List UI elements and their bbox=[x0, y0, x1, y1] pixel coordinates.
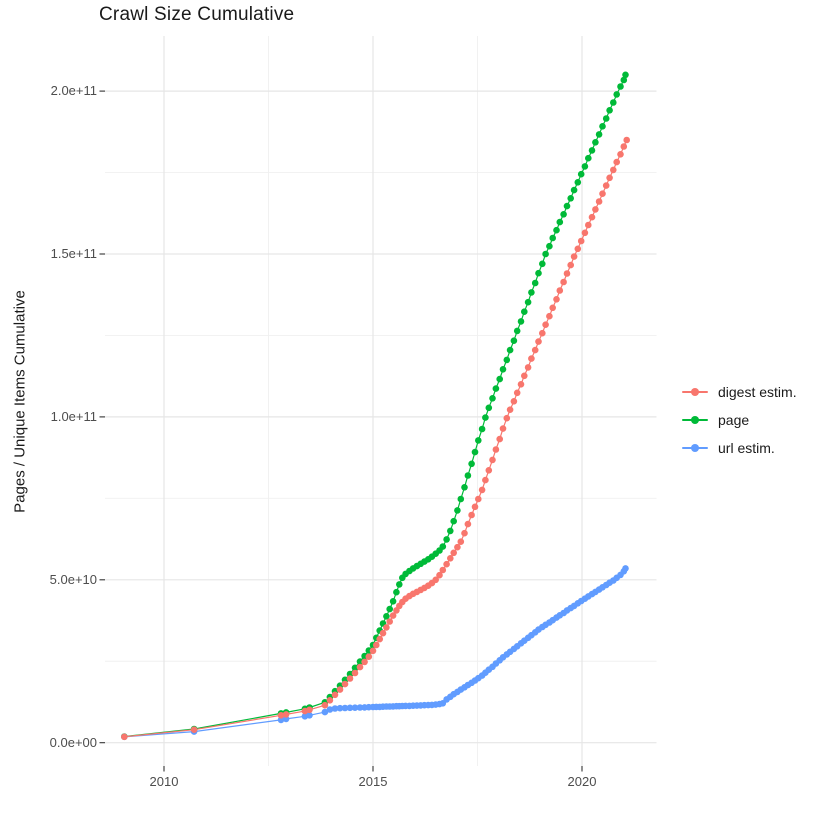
legend-key-icon bbox=[680, 385, 710, 399]
legend-label: url estim. bbox=[718, 440, 775, 456]
y-tick-label: 2.0e+11 bbox=[50, 83, 97, 99]
y-tick-label: 0.0e+00 bbox=[49, 734, 97, 750]
legend-entry-digest: digest estim. bbox=[680, 378, 797, 406]
legend-key-icon bbox=[680, 441, 710, 455]
y-tick-label: 5.0e+10 bbox=[49, 571, 97, 587]
y-tick-label: 1.0e+11 bbox=[50, 408, 97, 424]
x-tick-label: 2015 bbox=[358, 774, 388, 789]
legend-label: digest estim. bbox=[718, 384, 797, 400]
series-points-digest-estim- bbox=[121, 136, 630, 741]
x-tick-label: 2020 bbox=[567, 774, 597, 789]
grid-minor bbox=[105, 36, 657, 766]
chart-title: Crawl Size Cumulative bbox=[99, 4, 295, 25]
legend-label: page bbox=[718, 412, 750, 428]
legend: digest estim. page url estim. bbox=[680, 378, 797, 462]
y-tick-label: 1.5e+11 bbox=[50, 246, 97, 261]
legend-entry-url: url estim. bbox=[680, 434, 797, 462]
legend-entry-page: page bbox=[680, 406, 797, 434]
series-points-url-estim- bbox=[121, 565, 629, 741]
grid-major bbox=[105, 36, 657, 766]
x-tick-label: 2010 bbox=[149, 774, 179, 789]
legend-key-icon bbox=[680, 413, 710, 427]
series-points-page bbox=[121, 71, 629, 740]
axis-ticks bbox=[99, 90, 583, 772]
